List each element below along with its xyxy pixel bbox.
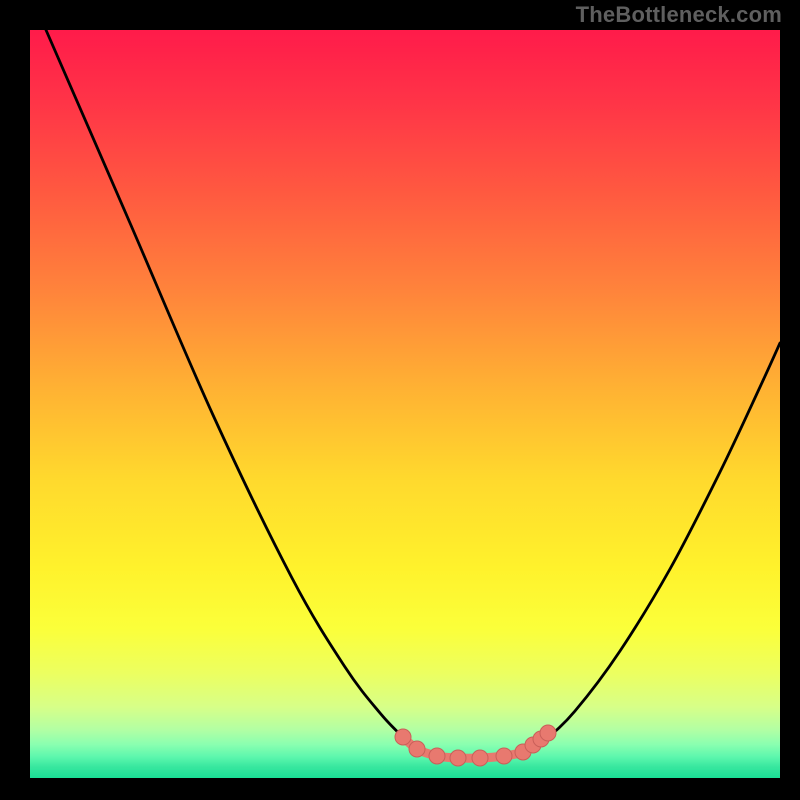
chart-root: TheBottleneck.com: [0, 0, 800, 800]
watermark-text: TheBottleneck.com: [576, 2, 782, 28]
plot-gradient-area: [30, 30, 780, 778]
